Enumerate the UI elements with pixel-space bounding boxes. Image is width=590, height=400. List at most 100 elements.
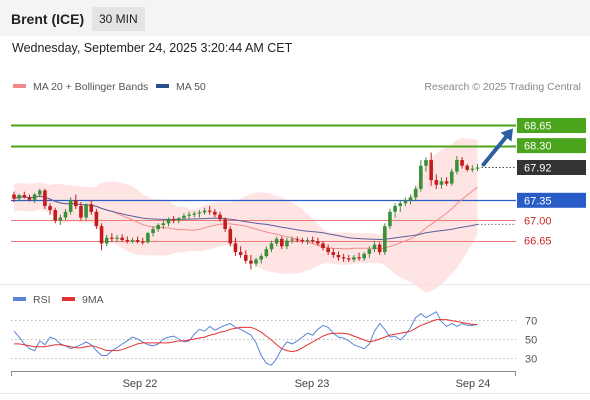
candle [243,250,248,264]
candle-body [58,217,63,221]
candle-body [439,181,444,185]
candle-body [89,204,94,212]
candle-body [455,160,459,172]
candle-body [346,258,351,260]
candle [223,217,227,232]
candle [43,188,47,209]
candle [115,234,119,243]
timeframe-button[interactable]: 30 MIN [92,7,145,31]
candle [362,252,366,261]
candle-body [156,225,160,230]
candle [110,233,114,243]
candle-body [300,239,305,242]
rsi-legend-swatch [62,297,75,301]
candle [383,223,387,255]
credit-label: Research © 2025 Trading Central [424,81,581,93]
candle-body [218,214,222,220]
candle-body [187,214,191,216]
candle [171,215,176,224]
candle [259,253,263,264]
candle [434,174,439,189]
candle-body [310,239,315,242]
candle [470,165,475,173]
legend-label: MA 20 + Bollinger Bands [33,81,148,93]
candle-body [182,215,186,219]
candle-body [408,197,413,201]
candle-body [280,238,284,247]
candle [74,194,78,209]
candle-body [372,244,377,250]
candle [58,214,63,226]
candle-body [413,188,418,198]
candle-body [115,237,119,239]
candle [341,253,346,262]
legend-label: MA 50 [176,81,206,93]
candle-body [233,243,238,253]
x-tick-label: Sep 22 [123,378,158,390]
candle-body [419,165,423,189]
candle-body [254,259,258,264]
candle-body [32,194,37,200]
bollinger-band [14,138,478,293]
candle [12,191,16,203]
candle-body [84,204,88,218]
candle [99,223,104,251]
candle [465,164,469,172]
candle [295,236,300,243]
candle-body [177,218,181,221]
candle-body [74,200,78,207]
legend-swatch [156,84,169,88]
candle-body [403,200,408,204]
level-label-68-65: 68.65 [524,120,552,132]
candle [393,203,397,218]
candle [388,208,392,230]
candle [151,226,155,237]
candle-body [460,160,464,166]
candle-body [305,239,310,242]
candle [419,160,423,192]
candle-body [171,219,176,221]
candle-body [393,206,397,212]
candle [79,202,83,221]
candle-body [383,226,387,253]
candle-body [331,252,336,255]
rsi-tick-label: 50 [525,335,537,347]
rsi-legend-label: 9MA [82,294,104,306]
x-tick-label: Sep 24 [456,378,491,390]
candle-body [48,206,52,211]
candle [27,194,32,202]
candle-body [130,239,135,242]
level-label-66-65: 66.65 [524,236,552,248]
candle [346,254,351,262]
candle-body [352,257,356,260]
candle [125,236,130,244]
candle-body [125,239,130,242]
candle [218,211,222,222]
candle [135,236,140,244]
candle [84,203,88,221]
candle-body [140,241,145,243]
candle [140,237,145,245]
candle-body [264,249,269,257]
candle-body [17,195,21,199]
candle [336,251,341,261]
candle-body [99,226,104,244]
candle [285,237,289,250]
candle-body [429,160,433,181]
candle [449,168,454,186]
candle-body [434,180,439,185]
candle-body [444,181,449,184]
candle-body [37,190,42,195]
candle-body [341,257,346,259]
candle-body [68,200,73,212]
candle-body [166,219,171,224]
candle [372,240,377,253]
candle-body [207,210,212,212]
legend-swatch [13,84,26,88]
candle-body [120,237,124,240]
candle [37,188,42,198]
candle [120,234,124,242]
candle [213,208,217,218]
